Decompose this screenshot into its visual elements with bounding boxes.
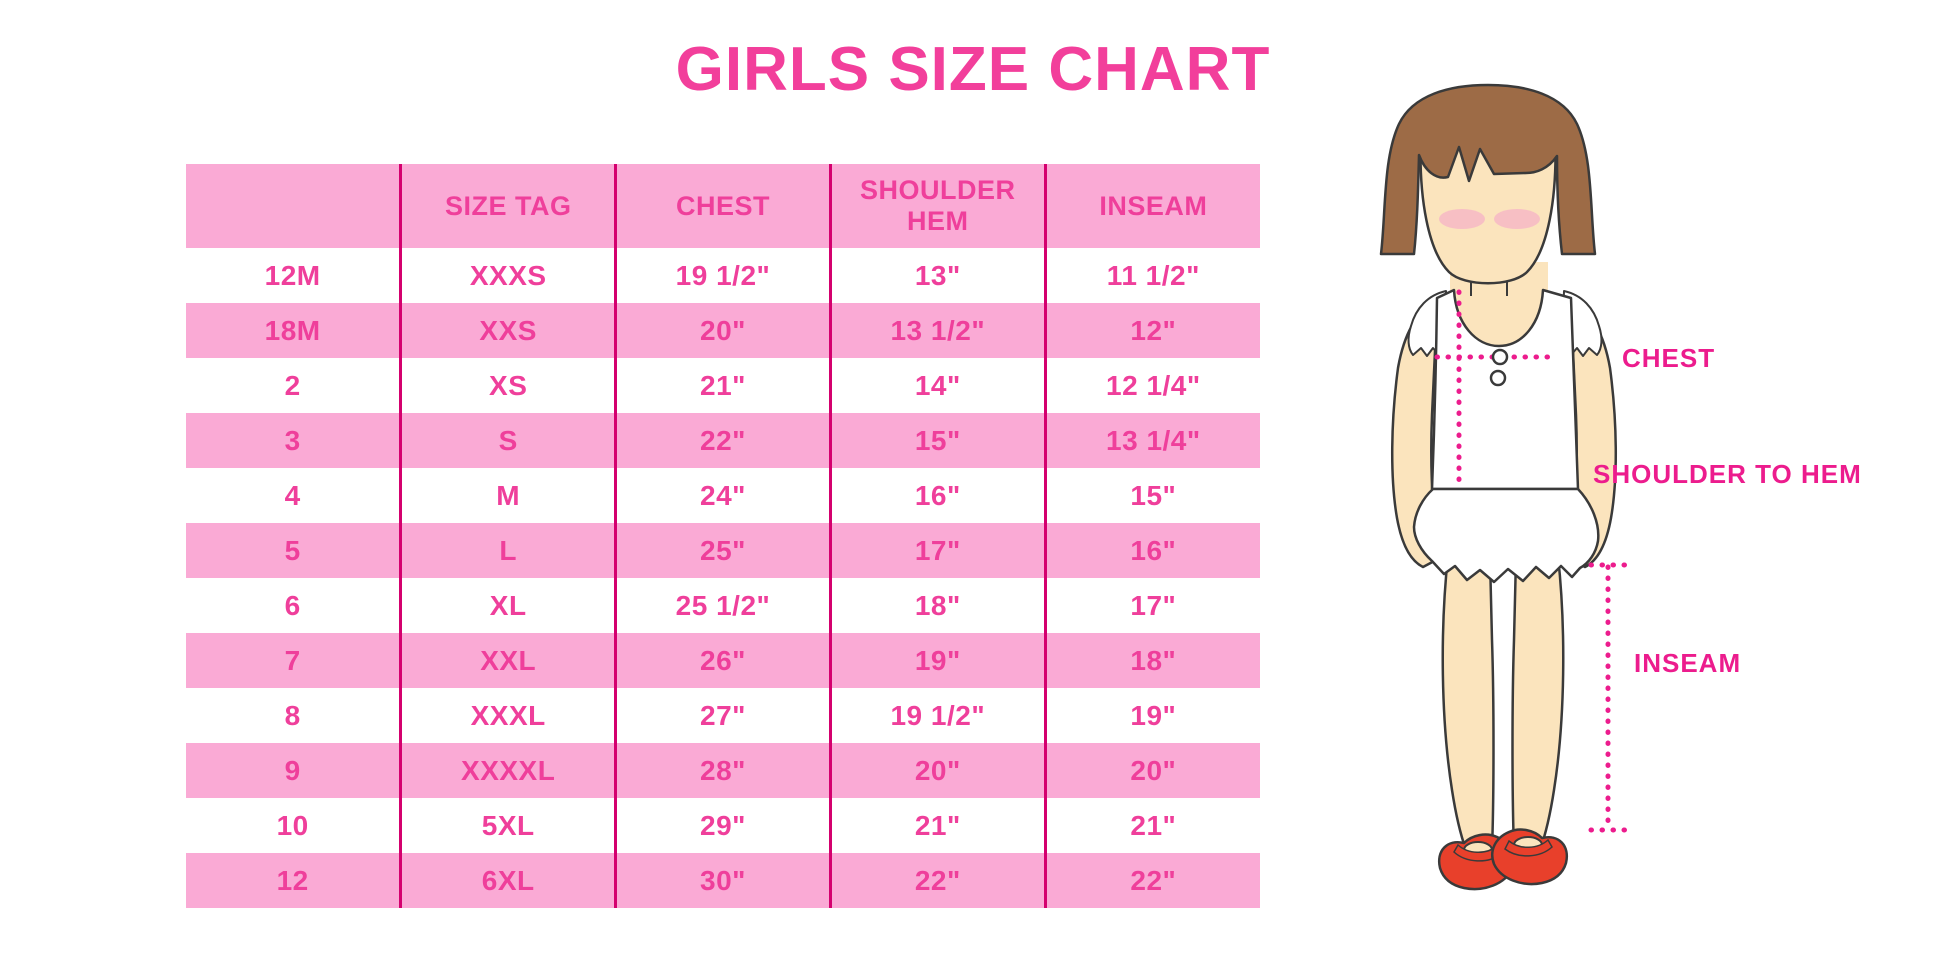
table-cell: 5 xyxy=(186,523,401,578)
table-row: 9 XXXXL 28" 20" 20" xyxy=(186,743,1260,798)
table-cell: 12M xyxy=(264,259,321,291)
leg-right xyxy=(1511,554,1565,852)
table-cell: XS xyxy=(399,358,616,413)
table-cell: 26" xyxy=(614,633,831,688)
table-cell: 3 xyxy=(186,413,401,468)
table-cell: 27" xyxy=(614,688,831,743)
table-cell: 21" xyxy=(1043,798,1260,853)
header-cell: CHEST xyxy=(614,164,831,248)
table-cell: 12 1/4" xyxy=(1043,358,1260,413)
table-cell: 22" xyxy=(828,853,1046,908)
hair xyxy=(1379,83,1597,256)
table-cell: 28" xyxy=(614,743,831,798)
table-cell: 17" xyxy=(1043,578,1260,633)
dress-bodice xyxy=(1430,288,1580,491)
table-cell: 19" xyxy=(828,633,1046,688)
table-cell: 5XL xyxy=(399,798,616,853)
table-cell: 17" xyxy=(828,523,1046,578)
table-row: 12M XXXS 19 1/2" 13" 11 1/2" xyxy=(186,248,1260,303)
blush-left xyxy=(1439,209,1485,229)
table-cell: 18" xyxy=(1043,633,1260,688)
inseam-label: INSEAM xyxy=(1634,648,1742,678)
table-row: 10 5XL 29" 21" 21" xyxy=(186,798,1260,853)
table-row: 7 XXL 26" 19" 18" xyxy=(186,633,1260,688)
table-cell: 18M xyxy=(186,303,401,358)
table-row: 4 M 24" 16" 15" xyxy=(186,468,1260,523)
table-cell: 19 1/2" xyxy=(614,248,831,303)
table-cell: XXXS xyxy=(399,248,616,303)
dress-button-bottom xyxy=(1489,369,1507,387)
table-cell: 10 xyxy=(276,809,309,841)
table-cell: L xyxy=(399,523,616,578)
table-cell: XXS xyxy=(399,303,616,358)
table-row: 2 XS 21" 14" 12 1/4" xyxy=(186,358,1260,413)
table-cell: 14" xyxy=(828,358,1046,413)
table-cell: 21" xyxy=(828,798,1046,853)
table-cell: 6 xyxy=(284,589,301,621)
chest-label: CHEST xyxy=(1622,343,1716,373)
dress-skirt-ruffle xyxy=(1412,487,1600,584)
table-row: 3 S 22" 15" 13 1/4" xyxy=(186,413,1260,468)
size-table: SIZE TAG CHEST SHOULDER HEM INSEAM 12M XXXS 1… xyxy=(186,164,1260,908)
table-cell: 16" xyxy=(828,468,1046,523)
table-cell: 13" xyxy=(828,248,1046,303)
table-cell: 20" xyxy=(614,303,831,358)
table-cell: 13 1/4" xyxy=(1043,413,1260,468)
table-cell: 21" xyxy=(614,358,831,413)
girl-body xyxy=(1379,83,1618,891)
header-cell xyxy=(186,164,401,248)
table-cell: 22" xyxy=(614,413,831,468)
table-cell: M xyxy=(399,468,616,523)
page-title: GIRLS SIZE CHART xyxy=(675,35,1271,104)
table-cell: 24" xyxy=(614,468,831,523)
table-cell: 8 xyxy=(284,699,301,731)
table-cell: 25" xyxy=(614,523,831,578)
table-row: 12 6XL 30" 22" 22" xyxy=(186,853,1260,908)
table-cell: XL xyxy=(399,578,616,633)
table-cell: 6XL xyxy=(399,853,616,908)
table-cell: XXXL xyxy=(399,688,616,743)
table-cell: 22" xyxy=(1043,853,1260,908)
table-cell: 29" xyxy=(614,798,831,853)
table-cell: S xyxy=(399,413,616,468)
table-cell: 19 1/2" xyxy=(828,688,1046,743)
table-row: 18M XXS 20" 13 1/2" 12" xyxy=(186,303,1260,358)
measurement-lines xyxy=(1434,289,1628,833)
table-row: 8 XXXL 27" 19 1/2" 19" xyxy=(186,688,1260,743)
table-cell: 7 xyxy=(186,633,401,688)
header-cell: INSEAM xyxy=(1043,164,1260,248)
dress-button-top xyxy=(1491,348,1509,366)
table-cell: 9 xyxy=(186,743,401,798)
table-cell: 4 xyxy=(284,479,301,511)
table-cell: 20" xyxy=(1043,743,1260,798)
leg-left xyxy=(1441,554,1495,852)
table-cell: 30" xyxy=(614,853,831,908)
table-row: 5 L 25" 17" 16" xyxy=(186,523,1260,578)
table-cell: 25 1/2" xyxy=(614,578,831,633)
table-cell: 18" xyxy=(828,578,1046,633)
table-cell: 2 xyxy=(284,369,301,401)
table-cell: 20" xyxy=(828,743,1046,798)
shoe-strap-right xyxy=(1504,838,1553,857)
table-cell: 15" xyxy=(1043,468,1260,523)
table-cell: 13 1/2" xyxy=(828,303,1046,358)
blush-right xyxy=(1494,209,1540,229)
header-cell: SHOULDER HEM xyxy=(828,164,1046,248)
table-cell: 12" xyxy=(1043,303,1260,358)
header-cell: SIZE TAG xyxy=(399,164,616,248)
table-cell: 12 xyxy=(186,853,401,908)
header-row: SIZE TAG CHEST SHOULDER HEM INSEAM xyxy=(186,164,1260,248)
table-body: 12M XXXS 19 1/2" 13" 11 1/2" 18M XXS 20" 13 1/2"… xyxy=(186,248,1260,908)
table-cell: 11 1/2" xyxy=(1043,248,1260,303)
table-cell: 19" xyxy=(1043,688,1260,743)
table-cell: XXL xyxy=(399,633,616,688)
table-cell: 16" xyxy=(1043,523,1260,578)
table-row: 6 XL 25 1/2" 18" 17" xyxy=(186,578,1260,633)
table-cell: XXXXL xyxy=(399,743,616,798)
shoulder-to-hem-label: SHOULDER TO HEM xyxy=(1593,459,1862,489)
table-cell: 15" xyxy=(828,413,1046,468)
girl-illustration xyxy=(1379,83,1628,891)
